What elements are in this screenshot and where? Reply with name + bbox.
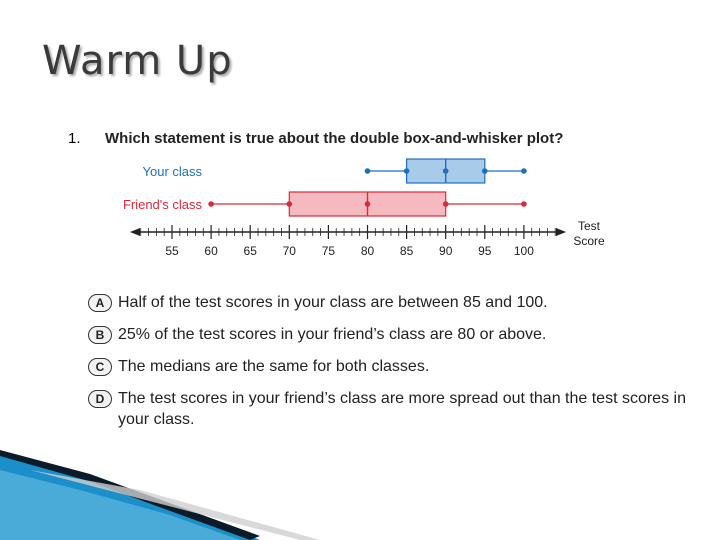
summary-point (364, 168, 371, 174)
summary-point (482, 168, 488, 174)
axis-tick-label: 80 (361, 244, 375, 258)
axis-tick-label: 95 (478, 244, 492, 258)
corner-grey-stripe (30, 470, 320, 540)
answer-choice-d[interactable]: D The test scores in your friend’s class… (88, 388, 688, 430)
summary-point (286, 201, 293, 207)
answer-choices: A Half of the test scores in your class … (88, 292, 688, 441)
answer-letter-badge: C (88, 358, 112, 376)
question-text: Which statement is true about the double… (105, 130, 564, 147)
answer-letter-badge: B (88, 326, 112, 344)
corner-light-wave (0, 470, 240, 540)
axis-tick-label: 85 (400, 244, 414, 258)
answer-text: Half of the test scores in your class ar… (118, 294, 548, 311)
axis-tick-label: 70 (283, 244, 297, 258)
axis-left-arrow (130, 228, 140, 236)
axis-tick-label: 65 (244, 244, 258, 258)
axis-tick-label: 55 (165, 244, 179, 258)
question-number: 1. (68, 130, 81, 147)
answer-text: The test scores in your friend’s class a… (118, 390, 686, 428)
answer-letter-badge: A (88, 294, 112, 312)
axis-tick-label: 75 (322, 244, 336, 258)
axis-label: Test (578, 219, 601, 233)
axis-tick-label: 90 (439, 244, 453, 258)
summary-point (521, 201, 527, 207)
summary-point (521, 168, 527, 174)
axis-tick-label: 60 (204, 244, 218, 258)
summary-point (403, 168, 410, 174)
answer-text: 25% of the test scores in your friend’s … (118, 326, 547, 343)
answer-letter-badge: D (88, 390, 112, 408)
series-label: Your class (143, 164, 203, 179)
slide-title: Warm Up (42, 38, 233, 84)
summary-point (442, 168, 449, 174)
axis-label: Score (573, 234, 605, 248)
answer-choice-b[interactable]: B 25% of the test scores in your friend’… (88, 324, 688, 345)
answer-choice-a[interactable]: A Half of the test scores in your class … (88, 292, 688, 313)
series-label: Friend's class (123, 197, 203, 212)
answer-choice-c[interactable]: C The medians are the same for both clas… (88, 356, 688, 377)
summary-point (364, 201, 371, 207)
axis-right-arrow (556, 228, 566, 236)
summary-point (442, 201, 449, 207)
summary-point (208, 201, 214, 207)
answer-text: The medians are the same for both classe… (118, 358, 430, 375)
axis-tick-label: 100 (514, 244, 534, 258)
